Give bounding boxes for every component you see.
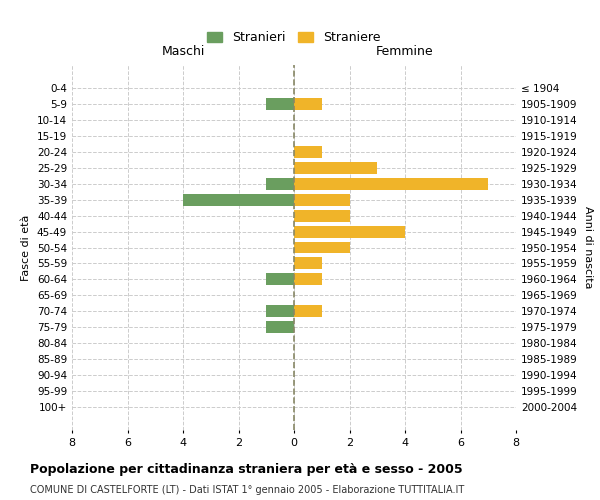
Bar bbox=[294, 210, 349, 222]
Bar bbox=[266, 98, 294, 110]
Bar bbox=[294, 306, 322, 318]
Text: COMUNE DI CASTELFORTE (LT) - Dati ISTAT 1° gennaio 2005 - Elaborazione TUTTITALI: COMUNE DI CASTELFORTE (LT) - Dati ISTAT … bbox=[30, 485, 464, 495]
Y-axis label: Anni di nascita: Anni di nascita bbox=[583, 206, 593, 289]
Bar bbox=[294, 274, 322, 285]
Bar bbox=[294, 226, 405, 237]
Bar bbox=[183, 194, 294, 205]
Bar bbox=[266, 306, 294, 318]
Legend: Stranieri, Straniere: Stranieri, Straniere bbox=[203, 28, 385, 48]
Bar bbox=[294, 98, 322, 110]
Bar bbox=[294, 146, 322, 158]
Bar bbox=[294, 194, 349, 205]
Text: Popolazione per cittadinanza straniera per età e sesso - 2005: Popolazione per cittadinanza straniera p… bbox=[30, 462, 463, 475]
Bar bbox=[294, 258, 322, 270]
Text: Maschi: Maschi bbox=[161, 44, 205, 58]
Bar bbox=[294, 178, 488, 190]
Bar bbox=[294, 242, 349, 254]
Bar bbox=[266, 322, 294, 334]
Bar bbox=[266, 274, 294, 285]
Text: Femmine: Femmine bbox=[376, 44, 434, 58]
Bar bbox=[266, 178, 294, 190]
Bar bbox=[294, 162, 377, 173]
Y-axis label: Fasce di età: Fasce di età bbox=[22, 214, 31, 280]
